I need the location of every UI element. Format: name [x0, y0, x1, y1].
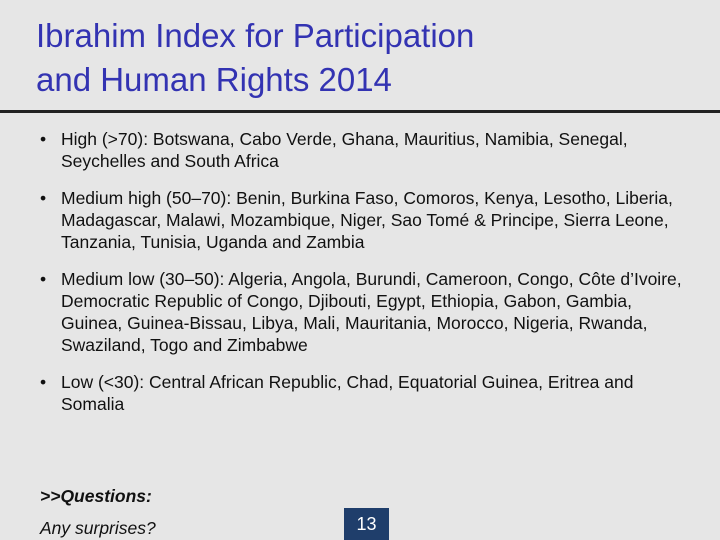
- bullet-high: High (>70): Botswana, Cabo Verde, Ghana,…: [36, 128, 696, 172]
- bullet-medium-high: Medium high (50–70): Benin, Burkina Faso…: [36, 187, 696, 253]
- questions-heading: >>Questions:: [40, 486, 152, 506]
- bullet-medium-low: Medium low (30–50): Algeria, Angola, Bur…: [36, 268, 696, 356]
- questions-prompt: Any surprises?: [40, 518, 156, 538]
- page-number-badge: 13: [344, 508, 389, 540]
- bullet-list: High (>70): Botswana, Cabo Verde, Ghana,…: [36, 128, 696, 430]
- slide-title: Ibrahim Index for Participation and Huma…: [36, 14, 696, 102]
- slide-title-line-2: and Human Rights 2014: [36, 61, 392, 98]
- slide-title-line-1: Ibrahim Index for Participation: [36, 17, 475, 54]
- title-divider: [0, 110, 720, 113]
- bullet-low: Low (<30): Central African Republic, Cha…: [36, 371, 696, 415]
